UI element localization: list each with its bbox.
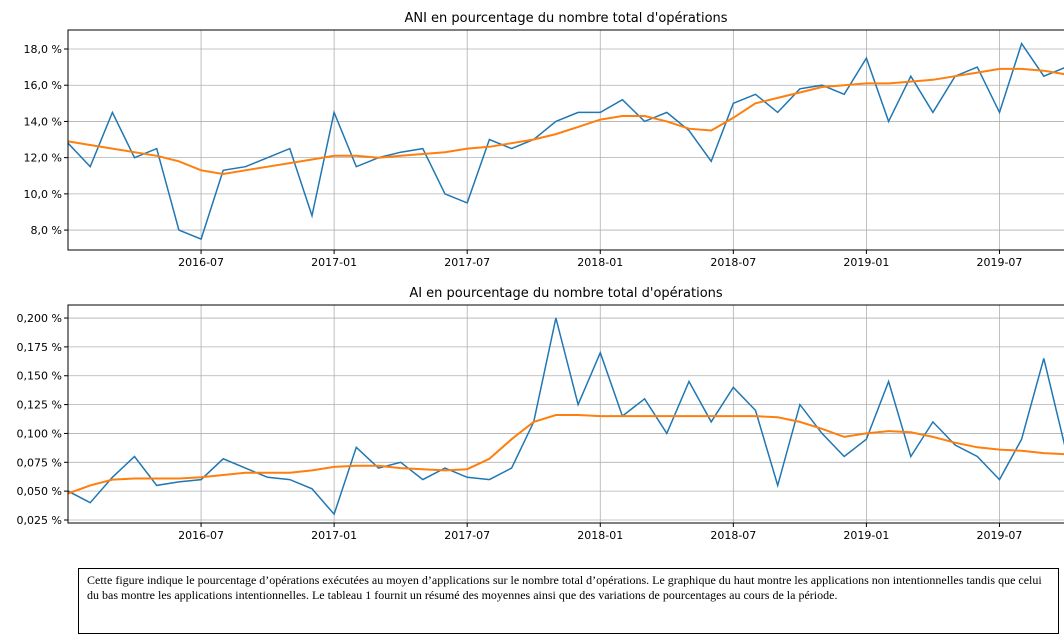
y-tick-label: 16,0 % (24, 79, 62, 92)
y-tick-label: 0,050 % (17, 485, 62, 498)
x-tick-label: 2018-07 (710, 256, 756, 269)
y-tick-label: 0,125 % (17, 399, 62, 412)
y-tick-label: 0,175 % (17, 341, 62, 354)
y-tick-label: 0,100 % (17, 427, 62, 440)
data-line (68, 41, 1064, 241)
caption: Cette figure indique le pourcentage d’op… (78, 568, 1059, 634)
x-tick-label: 2019-01 (843, 529, 889, 542)
plot-area (68, 317, 1064, 516)
x-tick-label: 2018-01 (577, 529, 623, 542)
chart-title: AI en pourcentage du nombre total d'opér… (409, 286, 723, 301)
x-tick-label: 2019-07 (976, 256, 1022, 269)
x-tick-label: 2016-07 (178, 256, 224, 269)
y-tick-label: 18,0 % (24, 43, 62, 56)
x-tick-label: 2018-01 (577, 256, 623, 269)
x-tick-label: 2019-01 (843, 256, 889, 269)
data-line (68, 317, 1064, 516)
plot-area (68, 41, 1064, 241)
y-tick-label: 0,075 % (17, 456, 62, 469)
y-tick-label: 0,200 % (17, 312, 62, 325)
chart: ANI en pourcentage du nombre total d'opé… (17, 11, 1064, 542)
y-tick-label: 10,0 % (24, 188, 62, 201)
data-line (68, 67, 1064, 176)
x-tick-label: 2017-01 (311, 529, 357, 542)
x-tick-label: 2017-01 (311, 256, 357, 269)
data-line (68, 414, 1064, 495)
x-tick-label: 2016-07 (178, 529, 224, 542)
y-tick-label: 12,0 % (24, 152, 62, 165)
y-tick-label: 8,0 % (31, 224, 62, 237)
y-tick-label: 0,150 % (17, 370, 62, 383)
axes-frame (67, 29, 1064, 251)
y-tick-label: 14,0 % (24, 115, 62, 128)
y-tick-label: 0,025 % (17, 514, 62, 527)
x-tick-label: 2017-07 (444, 529, 490, 542)
x-tick-label: 2019-07 (976, 529, 1022, 542)
x-tick-label: 2018-07 (710, 529, 756, 542)
chart-title: ANI en pourcentage du nombre total d'opé… (404, 11, 727, 26)
x-tick-label: 2017-07 (444, 256, 490, 269)
axes-frame (67, 304, 1064, 524)
